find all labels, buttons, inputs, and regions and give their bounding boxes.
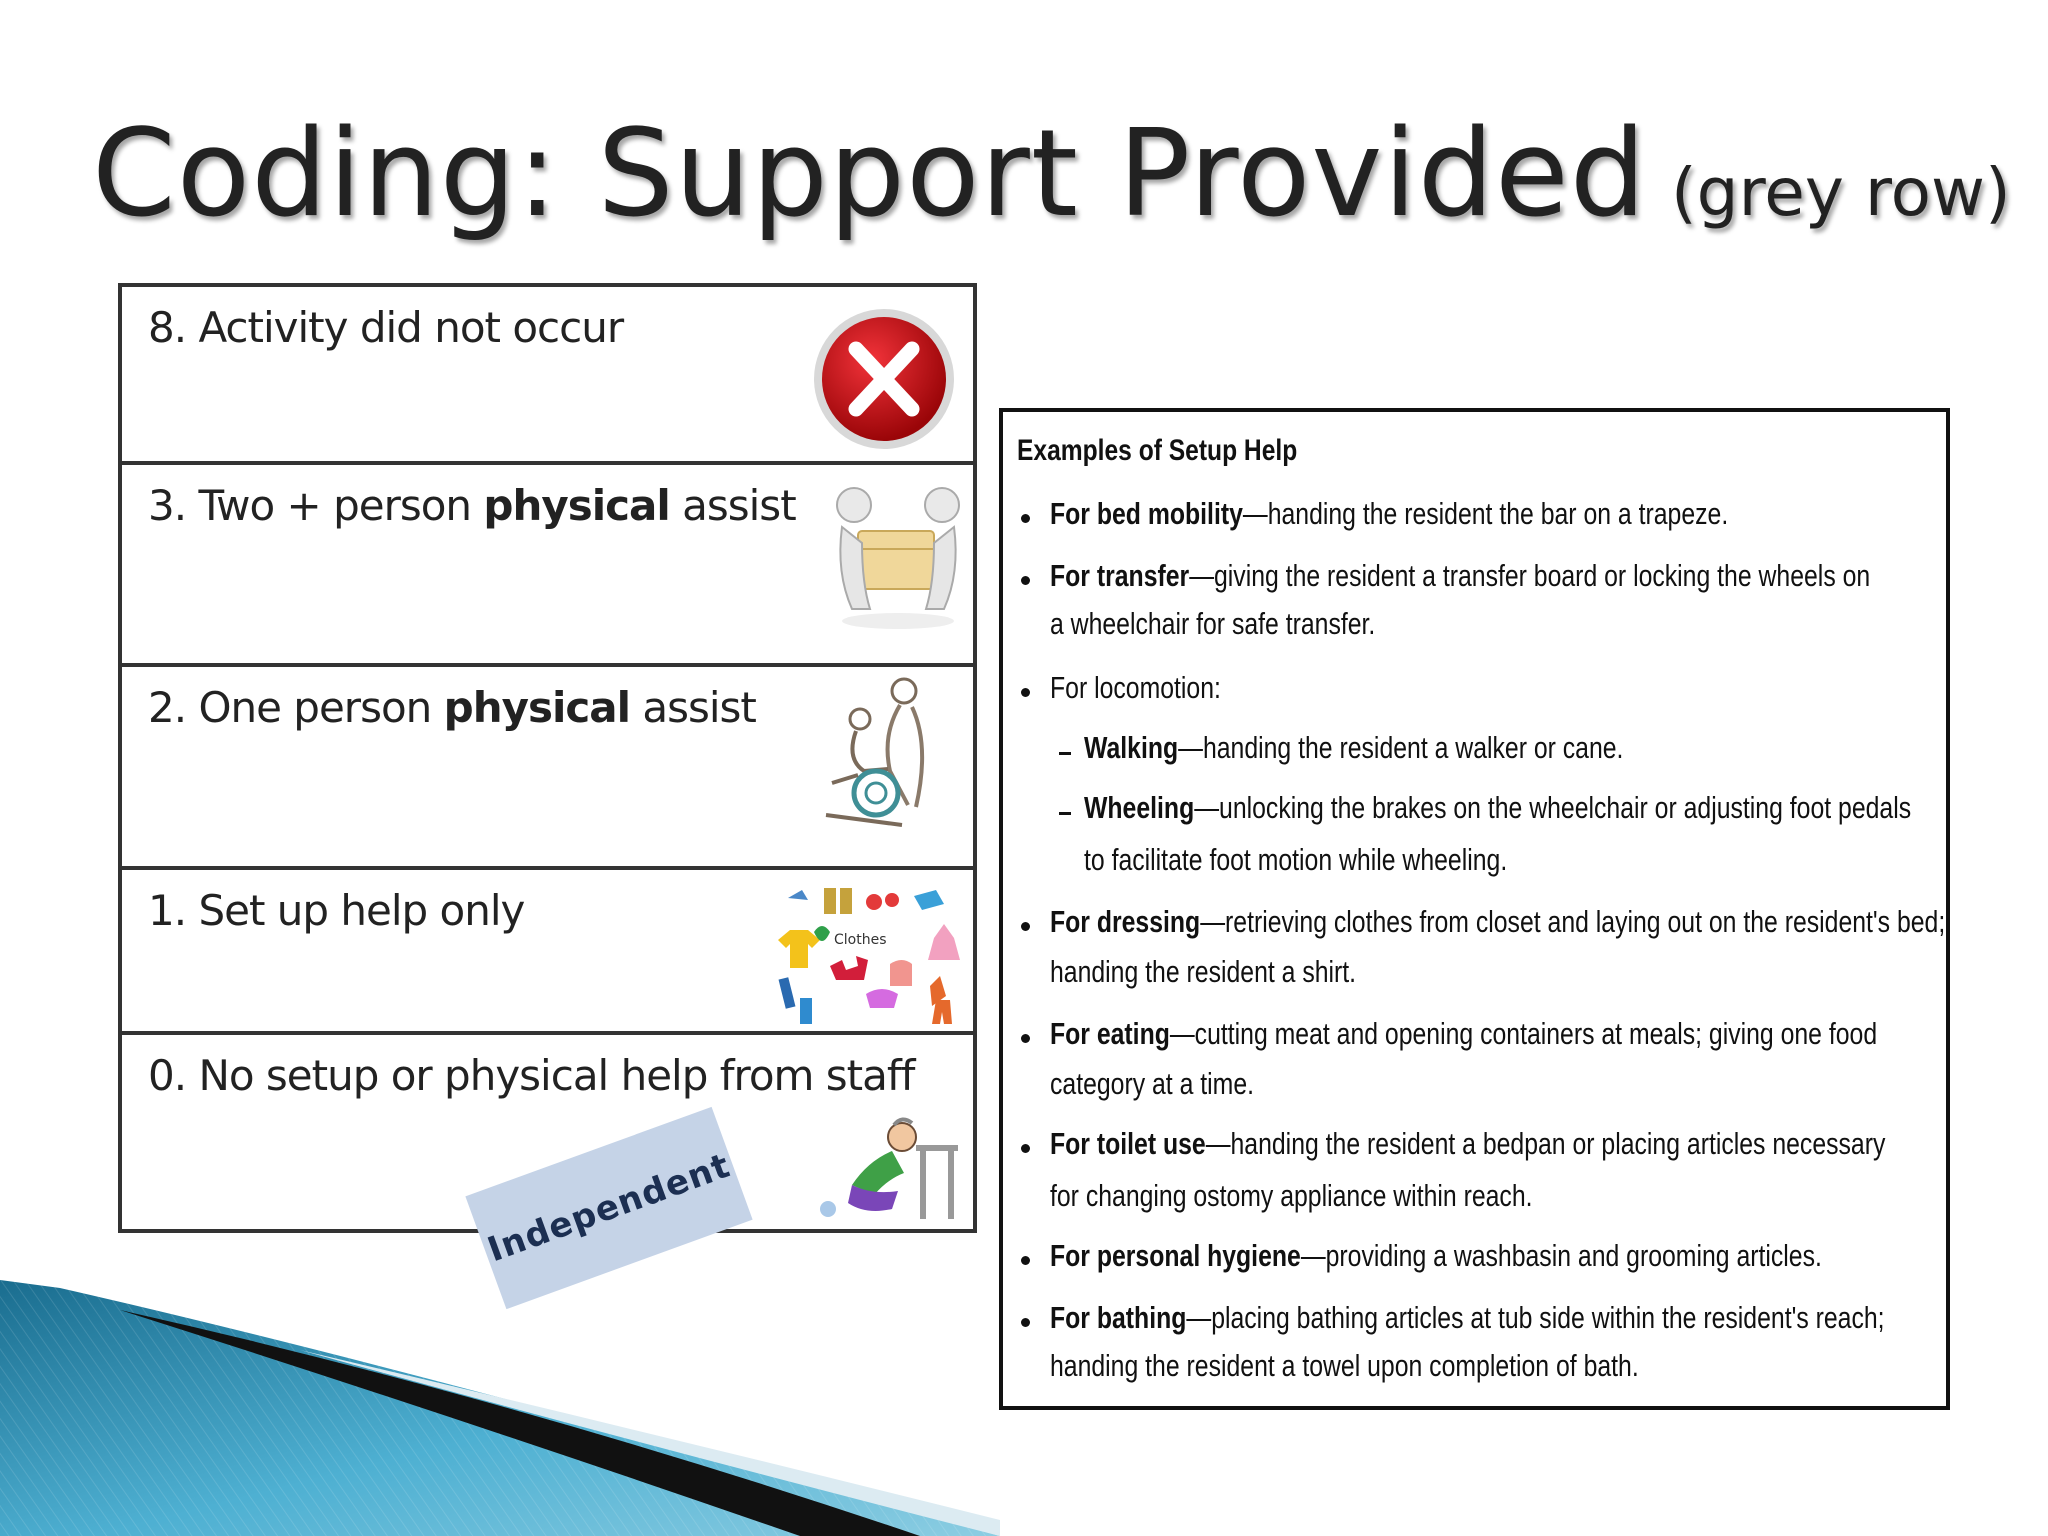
setup-item-bathing: For bathing—placing bathing articles at … [1050,1300,1885,1335]
code-row-label: 2. One person physical assist [148,683,757,732]
setup-item-toilet-use: For toilet use—handing the resident a be… [1050,1126,1886,1161]
walker-person-icon [820,1117,958,1219]
title-subtitle: (grey row) [1670,154,2011,231]
setup-item-walking: Walking—handing the resident a walker or… [1084,730,1624,765]
slide-title: Coding: Support Provided (grey row) [92,100,2011,268]
coding-table: 8. Activity did not occur 3. Two + perso… [118,283,977,1233]
bullet [1021,1318,1030,1327]
setup-item-personal-hygiene: For personal hygiene—providing a washbas… [1050,1238,1822,1273]
bullet [1021,688,1030,697]
code-row-3: 3. Two + person physical assist [122,465,973,667]
title-main: Coding: Support Provided [92,105,1647,244]
wheelchair-assist-icon [825,677,925,827]
code-row-0: 0. No setup or physical help from staff [122,1035,973,1229]
bullet [1021,922,1030,931]
setup-item-wheeling-cont: to facilitate foot motion while wheeling… [1084,842,1508,877]
setup-item-wheeling: Wheeling—unlocking the brakes on the whe… [1084,790,1912,825]
code-row-label: 0. No setup or physical help from staff [148,1051,915,1100]
dash [1059,812,1071,815]
setup-item-transfer-cont: a wheelchair for safe transfer. [1050,606,1376,641]
bullet [1021,514,1030,523]
code-row-8: 8. Activity did not occur [122,287,973,465]
red-x-icon [814,309,954,449]
setup-item-eating: For eating—cutting meat and opening cont… [1050,1016,1878,1051]
setup-item-bathing-cont: handing the resident a towel upon comple… [1050,1348,1639,1383]
bullet [1021,1144,1030,1153]
code-row-label: 1. Set up help only [148,886,525,935]
setup-item-transfer: For transfer—giving the resident a trans… [1050,558,1871,593]
setup-item-dressing-cont: handing the resident a shirt. [1050,954,1357,989]
code-row-2: 2. One person physical assist [122,667,973,870]
setup-item-toilet-use-cont: for changing ostomy appliance within rea… [1050,1178,1533,1213]
two-person-lift-icon [836,487,960,629]
setup-item-bed-mobility: For bed mobility—handing the resident th… [1050,496,1729,531]
setup-help-heading: Examples of Setup Help [1017,434,1298,467]
dash [1059,752,1071,755]
corner-swoosh [0,1280,1000,1536]
setup-item-eating-cont: category at a time. [1050,1066,1255,1101]
code-row-1: 1. Set up help only Clothes [122,870,973,1035]
clothes-icon: Clothes [778,888,960,1024]
code-row-label: 8. Activity did not occur [148,303,624,352]
bullet [1021,576,1030,585]
bullet [1021,1256,1030,1265]
setup-item-locomotion: For locomotion: [1050,670,1221,705]
clothes-icon-label: Clothes [834,932,887,948]
setup-item-dressing: For dressing—retrieving clothes from clo… [1050,904,1946,939]
code-row-label: 3. Two + person physical assist [148,481,797,530]
setup-help-box: Examples of Setup Help For bed mobility—… [999,408,1950,1410]
bullet [1021,1034,1030,1043]
